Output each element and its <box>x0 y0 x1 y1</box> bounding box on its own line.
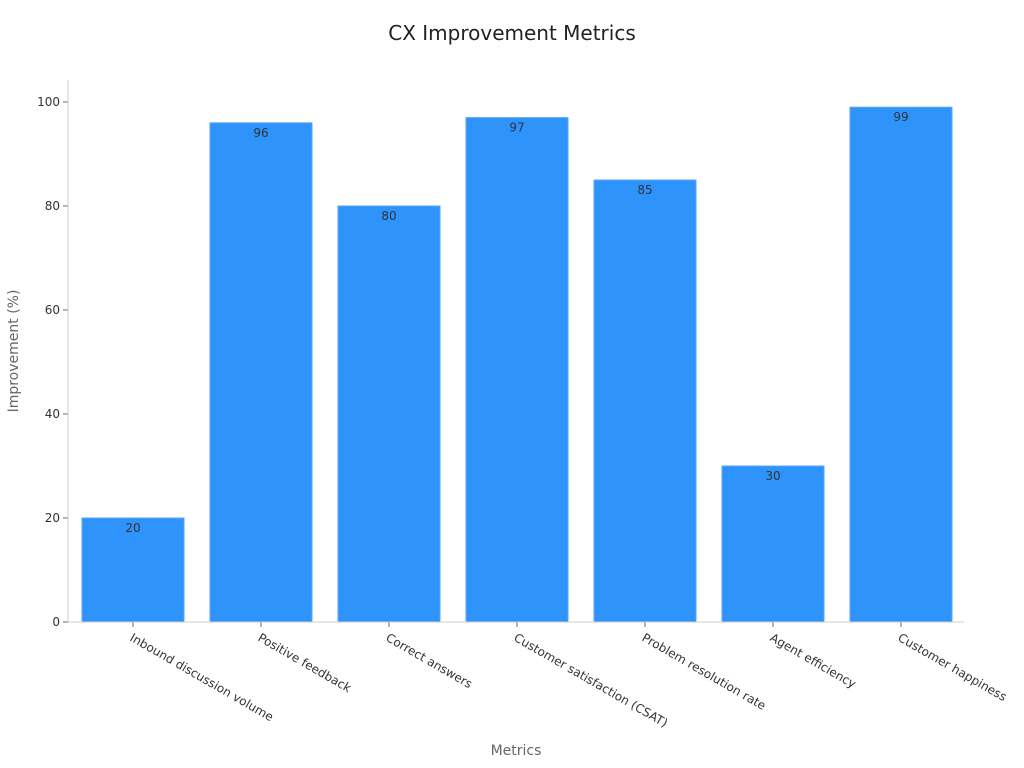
x-tick-label: Positive feedback <box>256 630 354 695</box>
bar-value-label: 30 <box>765 469 780 483</box>
bar-value-label: 99 <box>893 110 908 124</box>
bar-value-label: 85 <box>637 183 652 197</box>
x-axis-title: Metrics <box>491 743 542 759</box>
y-axis-title: Improvement (%) <box>6 290 22 413</box>
bar <box>593 179 697 623</box>
y-tick-label: 40 <box>45 407 60 421</box>
bars-group: 20 96 80 97 85 30 99 <box>81 106 953 623</box>
chart-title: CX Improvement Metrics <box>388 21 636 45</box>
x-tick-label: Correct answers <box>384 630 475 691</box>
bar-value-label: 97 <box>509 121 524 135</box>
x-tick-label: Customer happiness <box>896 630 1010 704</box>
bar-value-label: 96 <box>253 126 268 140</box>
x-tick-label: Agent efficiency <box>768 630 859 691</box>
x-tick-label: Problem resolution rate <box>640 630 769 712</box>
y-tick-label: 80 <box>45 199 60 213</box>
x-tick-label: Inbound discussion volume <box>128 630 276 724</box>
bar-value-label: 80 <box>381 209 396 223</box>
bar <box>721 465 825 623</box>
bar <box>465 117 569 623</box>
y-axis: 0 20 40 60 80 100 <box>37 95 68 629</box>
bar <box>337 205 441 623</box>
y-tick-label: 100 <box>37 95 60 109</box>
bar <box>209 122 313 623</box>
bar <box>849 106 953 623</box>
bar <box>81 517 185 623</box>
bar-value-label: 20 <box>125 521 140 535</box>
y-tick-label: 0 <box>52 615 60 629</box>
y-tick-label: 60 <box>45 303 60 317</box>
y-tick-label: 20 <box>45 511 60 525</box>
